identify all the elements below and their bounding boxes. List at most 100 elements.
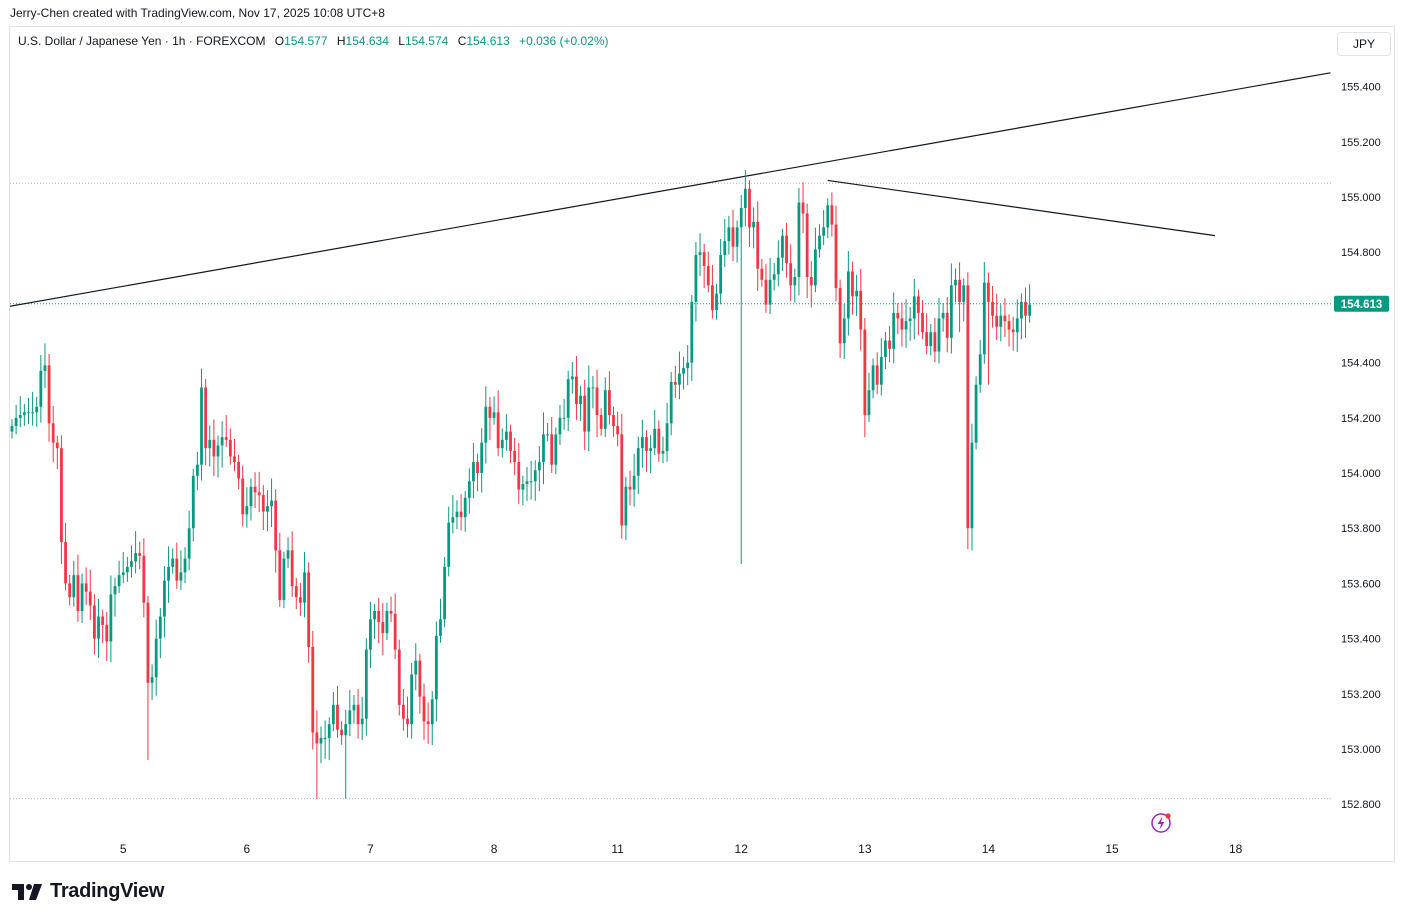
candle (1028, 284, 1032, 323)
tradingview-logo-icon (12, 883, 42, 900)
candle (414, 643, 418, 691)
candle (72, 560, 76, 607)
candle (636, 436, 640, 495)
candle (389, 596, 393, 622)
candle (566, 370, 570, 432)
candle-body (558, 417, 562, 435)
candle-body (35, 406, 39, 413)
candle (513, 437, 517, 476)
candle (781, 228, 784, 271)
candle-body (768, 279, 772, 305)
candle-body (546, 434, 549, 436)
candle-body (282, 558, 286, 600)
x-axis-tick-label: 5 (120, 842, 127, 856)
currency-button[interactable]: JPY (1337, 32, 1391, 56)
candle-body (805, 213, 809, 278)
candle (739, 195, 743, 565)
alert-icon[interactable] (1151, 813, 1171, 833)
candle-body (430, 699, 434, 725)
candle-body (121, 572, 125, 576)
candle (245, 487, 249, 528)
attribution-text: Jerry-Chen created with TradingView.com,… (10, 6, 385, 20)
candle (669, 372, 673, 436)
y-axis-tick-label: 154.400 (1341, 358, 1381, 370)
candle (488, 396, 492, 440)
candle (18, 396, 22, 428)
candle (620, 413, 624, 539)
candle-body (624, 486, 628, 526)
candle-body (542, 434, 545, 462)
candle-body (859, 290, 863, 330)
candle-body (72, 575, 76, 598)
candle (941, 303, 945, 332)
candle (929, 323, 933, 356)
candle-body (1015, 318, 1019, 333)
candle (35, 396, 39, 427)
candle-body (146, 602, 150, 683)
candle (303, 551, 306, 618)
candle-body (397, 649, 401, 705)
candle (970, 423, 974, 551)
candle-body (583, 395, 587, 432)
candle-body (974, 384, 978, 443)
candle (917, 289, 920, 336)
candle (88, 569, 92, 621)
candle-body (776, 257, 780, 275)
candle (999, 304, 1003, 342)
falling-trendline[interactable] (827, 179, 1216, 237)
candle-body (88, 591, 92, 606)
candle-body (1003, 315, 1007, 322)
tradingview-logo[interactable]: TradingView (12, 880, 164, 903)
candle (851, 261, 854, 315)
candle-body (348, 710, 352, 725)
candle (711, 264, 714, 319)
candle (249, 478, 253, 521)
candle-body (970, 442, 974, 529)
candle-body (369, 619, 372, 650)
candle (154, 619, 158, 696)
candle-body (257, 492, 261, 496)
candle (525, 466, 529, 502)
candle (554, 427, 558, 475)
candle (772, 262, 776, 291)
candle-body (760, 268, 764, 280)
candle-body (781, 235, 784, 258)
candle (476, 453, 479, 492)
candle (756, 201, 760, 291)
candle (352, 694, 356, 724)
candle-body (311, 646, 315, 733)
candle-body (690, 301, 694, 363)
candle (599, 408, 603, 436)
symbol-name[interactable]: U.S. Dollar / Japanese Yen · 1h · FOREXC… (18, 34, 266, 48)
candle-body (51, 423, 55, 443)
candle (562, 398, 566, 430)
open-label: O (274, 34, 285, 48)
rising-trendline[interactable] (4, 72, 1331, 308)
candle (257, 471, 261, 513)
candle-body (587, 387, 591, 432)
candle-body (608, 390, 611, 416)
candle (418, 653, 422, 714)
candle (702, 243, 706, 289)
candle-body (793, 277, 797, 286)
candle-body (867, 390, 871, 416)
candle-body (509, 431, 512, 451)
candle (846, 251, 850, 336)
candle-body (290, 550, 294, 587)
candle-body (1011, 329, 1015, 333)
candle (735, 220, 739, 263)
candle-body (245, 506, 249, 515)
candle (608, 371, 611, 425)
candle (949, 263, 953, 354)
candle-body (364, 649, 368, 719)
candle (241, 465, 245, 527)
candle (364, 638, 368, 736)
candle-body (109, 594, 113, 642)
candle-body (138, 553, 142, 556)
candle (822, 209, 826, 246)
candle-body (686, 362, 690, 369)
candle (542, 412, 545, 485)
candle-body (925, 332, 929, 347)
candle-body (875, 365, 879, 385)
